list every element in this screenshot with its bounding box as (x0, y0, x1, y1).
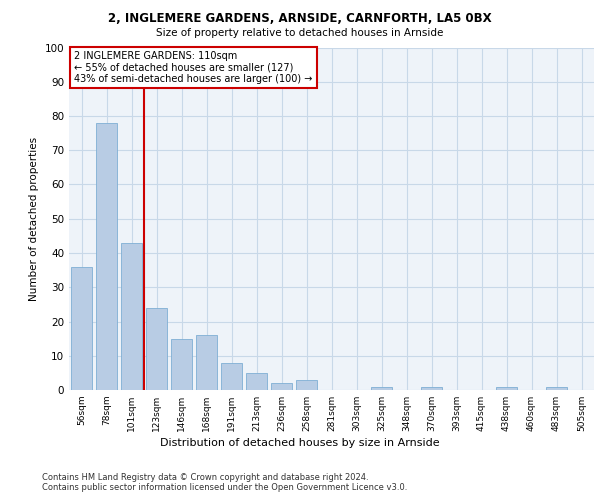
Bar (96, 123, 117, 390)
Bar (496, 386, 517, 390)
Text: Size of property relative to detached houses in Arnside: Size of property relative to detached ho… (157, 28, 443, 38)
Bar (296, 380, 317, 390)
Bar (371, 386, 392, 390)
Bar (71, 266, 92, 390)
Bar (271, 383, 292, 390)
Bar (171, 338, 192, 390)
Text: Contains HM Land Registry data © Crown copyright and database right 2024.
Contai: Contains HM Land Registry data © Crown c… (42, 472, 407, 492)
Bar (421, 386, 442, 390)
Bar (246, 373, 267, 390)
Text: Distribution of detached houses by size in Arnside: Distribution of detached houses by size … (160, 438, 440, 448)
Text: 2 INGLEMERE GARDENS: 110sqm
← 55% of detached houses are smaller (127)
43% of se: 2 INGLEMERE GARDENS: 110sqm ← 55% of det… (74, 51, 313, 84)
Bar (196, 335, 217, 390)
Bar (146, 308, 167, 390)
Y-axis label: Number of detached properties: Number of detached properties (29, 136, 39, 301)
Bar (221, 362, 242, 390)
Bar (121, 242, 142, 390)
Bar (546, 386, 567, 390)
Text: 2, INGLEMERE GARDENS, ARNSIDE, CARNFORTH, LA5 0BX: 2, INGLEMERE GARDENS, ARNSIDE, CARNFORTH… (108, 12, 492, 26)
